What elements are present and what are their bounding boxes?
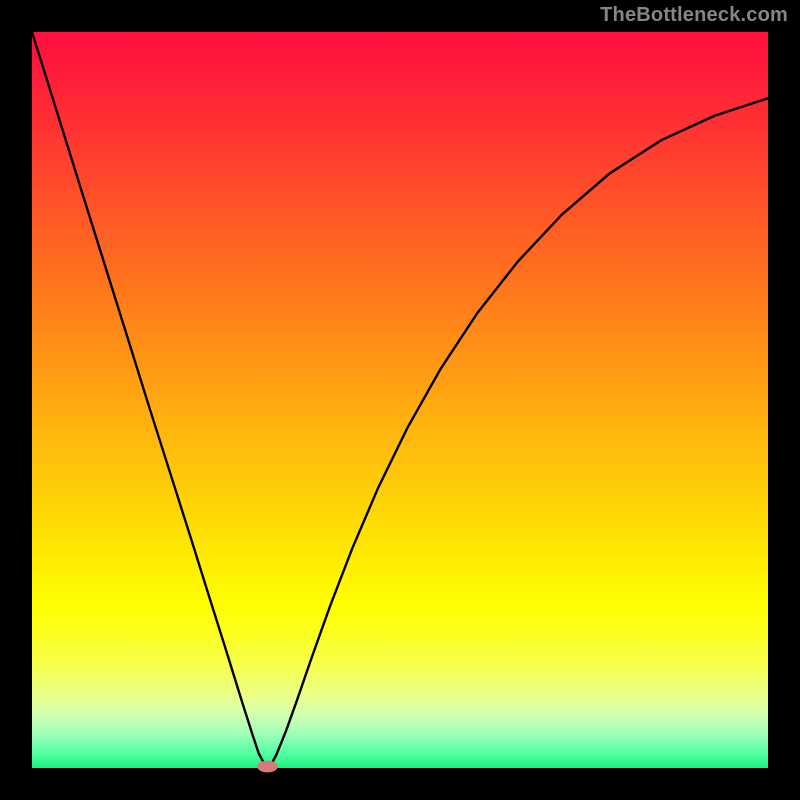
plot-area [32, 32, 768, 768]
watermark-text: TheBottleneck.com [600, 4, 788, 27]
figure-container: TheBottleneck.com [0, 0, 800, 800]
